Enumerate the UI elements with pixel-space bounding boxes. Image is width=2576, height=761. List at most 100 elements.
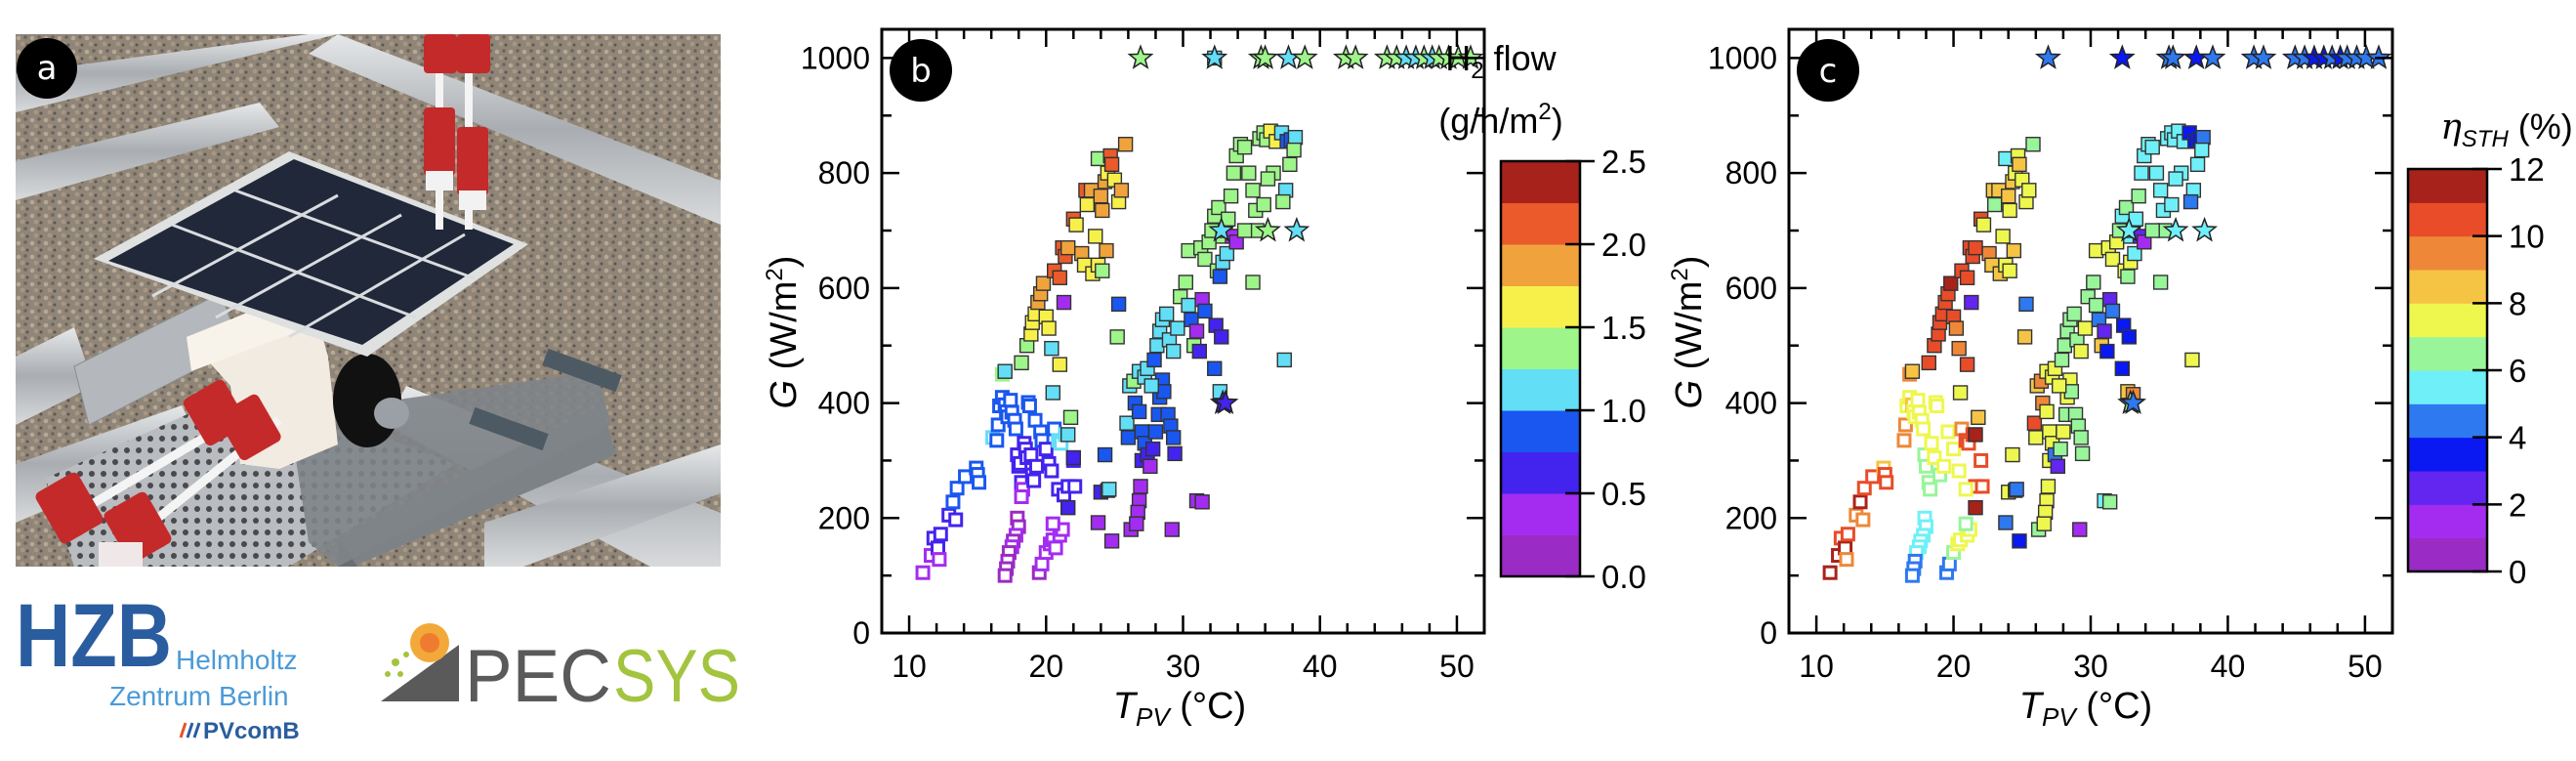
colorbar-tick-label: 2.0	[1601, 227, 1646, 263]
data-point-square	[1088, 229, 1103, 244]
colorbar-band	[2408, 437, 2487, 472]
colorbar-tick-label: 1.5	[1601, 310, 1646, 346]
colorbar-band	[1501, 493, 1580, 535]
data-point-square	[2144, 223, 2160, 238]
data-point-open-square	[1904, 568, 1920, 583]
logos: HZB Helmholtz Zentrum Berlin PVcomB PEC …	[0, 586, 781, 756]
data-point-square	[2168, 171, 2183, 187]
data-point-open-square	[1014, 489, 1029, 505]
data-point-square	[1197, 303, 1213, 319]
data-point-square	[2005, 446, 2020, 463]
data-point-square	[1060, 239, 1076, 256]
x-tick-label: 20	[1936, 649, 1972, 684]
data-point-square	[1951, 340, 1967, 357]
y-tick-label: 0	[852, 615, 870, 651]
panel-b-colorbar: 0.0 0.5 1.0 1.5 2.0 2.5	[1499, 144, 1646, 595]
data-point-square	[2134, 165, 2149, 181]
data-point-square	[1167, 445, 1183, 462]
colorbar-band	[1501, 285, 1580, 328]
data-point-square	[1060, 427, 1076, 443]
data-point-square	[997, 363, 1013, 379]
data-point-square	[2002, 202, 2017, 219]
y-tick-label: 400	[818, 386, 870, 421]
data-point-open-square	[1855, 512, 1871, 528]
y-tick-label: 800	[818, 155, 870, 190]
x-tick-label: 20	[1028, 649, 1063, 684]
data-point-open-square	[1896, 433, 1912, 448]
data-point-square	[2002, 263, 2017, 278]
panel-b-points	[915, 44, 1484, 583]
data-point-square	[1149, 338, 1165, 354]
data-point-square	[2012, 533, 2027, 549]
data-point-square	[1214, 329, 1229, 345]
data-point-open-square	[1003, 393, 1018, 408]
data-point-square	[1068, 217, 1084, 233]
data-point-open-square	[933, 527, 948, 542]
data-point-square	[1129, 516, 1144, 531]
data-point-square	[1144, 441, 1161, 457]
panel-c-x-axis-label: TPV (°C)	[2019, 686, 2152, 732]
data-point-open-square	[1045, 516, 1060, 531]
data-point-open-square	[1941, 556, 1957, 571]
data-point-square	[1197, 251, 1213, 268]
panel-b-label-badge	[890, 39, 952, 102]
data-point-open-square	[1034, 556, 1050, 571]
colorbar-tick-label: 6	[2509, 353, 2526, 389]
data-point-square	[2099, 343, 2115, 359]
data-point-open-square	[1048, 540, 1063, 556]
data-point-square	[1045, 385, 1060, 401]
panel-c-x-tick-labels: 10 20 30 40 50	[1799, 649, 2382, 684]
data-point-open-square	[972, 475, 987, 490]
data-point-square	[1035, 275, 1052, 291]
solar-cell-pec-device-photo-icon: a	[16, 34, 721, 567]
data-point-open-square	[989, 433, 1005, 448]
data-point-star	[1283, 216, 1310, 242]
data-point-square	[2131, 188, 2146, 204]
colorbar-band	[2408, 169, 2487, 203]
data-point-square	[2074, 445, 2091, 462]
data-point-open-square	[1916, 421, 1932, 437]
data-point-square	[1181, 297, 1196, 314]
data-point-open-square	[932, 552, 947, 568]
data-point-square	[1131, 403, 1147, 420]
data-point-open-square	[1951, 463, 1967, 479]
panel-c-label: c	[1819, 52, 1838, 91]
hzb-logo-line2: Zentrum Berlin	[109, 681, 289, 711]
data-point-open-square	[948, 512, 964, 528]
data-point-open-square	[1008, 421, 1023, 437]
data-point-open-square	[1879, 475, 1894, 490]
data-point-square	[1103, 533, 1120, 549]
data-point-open-square	[1023, 447, 1039, 463]
data-point-square	[2144, 139, 2160, 155]
data-point-square	[2051, 378, 2067, 394]
data-point-square	[1093, 188, 1109, 204]
colorbar-band	[1501, 244, 1580, 286]
data-point-open-square	[1856, 481, 1872, 496]
panel-a-label: a	[37, 49, 58, 88]
data-point-star	[1291, 44, 1318, 69]
data-point-open-square	[1940, 424, 1956, 440]
panel-c-y-axis-label: G (W/m2)	[1667, 256, 1710, 409]
data-point-square	[1245, 183, 1261, 198]
data-point-star	[1254, 216, 1281, 242]
data-point-square	[1276, 352, 1292, 368]
y-tick-label: 200	[1725, 500, 1777, 535]
data-point-square	[2118, 199, 2135, 216]
data-point-open-square	[1958, 516, 1974, 531]
y-tick-label: 400	[1725, 386, 1777, 421]
data-point-square	[1164, 522, 1180, 537]
data-point-square	[1260, 171, 1276, 187]
data-point-square	[1943, 275, 1959, 291]
data-point-star	[2162, 216, 2189, 242]
data-point-square	[1044, 340, 1059, 357]
data-point-square	[2028, 430, 2044, 445]
x-tick-label: 30	[1166, 649, 1201, 684]
data-point-square	[1959, 357, 1975, 372]
y-tick-label: 800	[1725, 155, 1777, 190]
colorbar-band	[2408, 235, 2487, 271]
data-point-square	[1097, 446, 1113, 463]
data-point-square	[1095, 202, 1110, 219]
data-point-square	[2097, 323, 2112, 339]
data-point-square	[1948, 320, 1965, 336]
